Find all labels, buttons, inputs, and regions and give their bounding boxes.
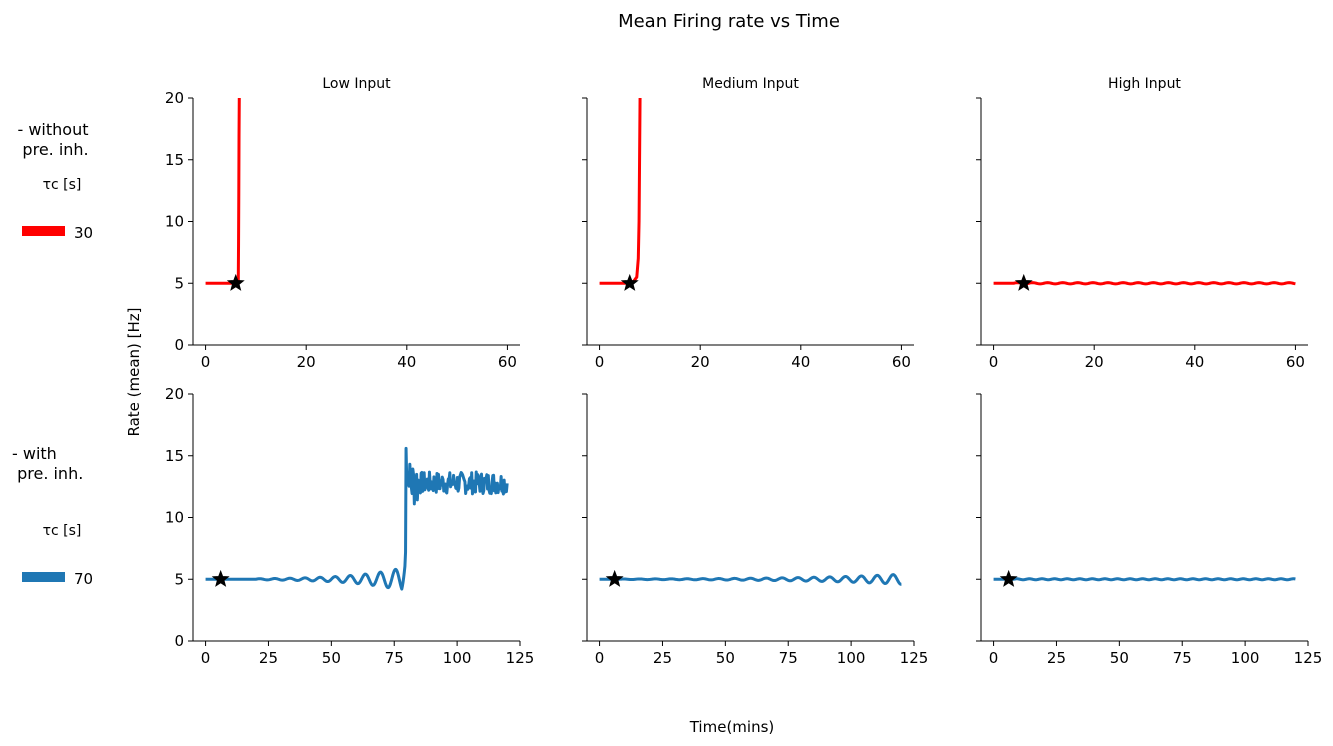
x-tick-label: 0 [989,649,999,667]
subplots: Low Input 0 5 10 15 20 0 20 40 60 Medium Input 0 20 4… [165,76,1322,667]
legend-label-line: - with [12,444,57,463]
x-tick-label: 60 [498,353,517,371]
start-marker-star [1014,273,1033,291]
series-line [992,577,1297,582]
x-tick-label: 40 [397,353,416,371]
y-tick-label: 10 [165,213,184,231]
subplot-title: High Input [1108,76,1181,92]
subplot-0-1: Medium Input 0 20 40 60 [582,76,914,371]
x-tick-label: 100 [837,649,866,667]
subplot-title: Medium Input [702,76,799,92]
y-tick-label: 15 [165,447,184,465]
x-tick-label: 125 [900,649,929,667]
x-tick-label: 125 [1294,649,1323,667]
x-tick-label: 75 [779,649,798,667]
x-tick-label: 0 [201,649,211,667]
legend-with-tau-label: τc [s] [43,523,82,539]
subplot-1-1: 0 25 50 75 100 125 [582,393,929,667]
x-tick-label: 50 [716,649,735,667]
y-axis-label: Rate (mean) [Hz] [125,307,143,436]
legend-label-line: - without [17,120,88,139]
x-tick-label: 25 [259,649,278,667]
subplot-1-0: 0 5 10 15 20 0 25 50 75 100 125 [165,385,534,667]
series-line [599,97,642,285]
legend-with-label: - with pre. inh. [12,444,83,483]
x-tick-label: 40 [791,353,810,371]
series-line [598,573,903,586]
legend-without-tau-value: 30 [74,224,93,242]
figure-title: Mean Firing rate vs Time [618,11,840,32]
x-tick-label: 125 [506,649,535,667]
x-tick-label: 50 [322,649,341,667]
x-tick-label: 75 [385,649,404,667]
legend-with-swatch [22,572,65,582]
subplot-1-2: 0 25 50 75 100 125 [976,393,1323,667]
legend-with-tau-value: 70 [74,570,93,588]
y-tick-label: 0 [174,336,184,354]
subplot-title: Low Input [322,76,391,92]
x-tick-label: 60 [892,353,911,371]
subplot-0-0: Low Input 0 5 10 15 20 0 20 40 60 [165,76,520,371]
subplot-0-2: High Input 0 20 40 60 [976,76,1308,371]
start-marker-star [605,569,624,587]
legend-with: - with pre. inh. τc [s] 70 [12,444,93,588]
y-tick-label: 15 [165,151,184,169]
y-tick-label: 10 [165,509,184,527]
x-tick-label: 20 [297,353,316,371]
series-line [993,281,1296,286]
x-tick-label: 0 [201,353,211,371]
y-tick-label: 5 [174,274,184,292]
start-marker-star [620,273,639,291]
x-tick-label: 40 [1185,353,1204,371]
y-tick-label: 20 [165,89,184,107]
x-tick-label: 20 [1085,353,1104,371]
x-tick-label: 0 [989,353,999,371]
x-tick-label: 100 [443,649,472,667]
start-marker-star [211,569,230,587]
x-tick-label: 20 [691,353,710,371]
x-tick-label: 100 [1231,649,1260,667]
legend-label-line: pre. inh. [17,140,88,159]
y-tick-label: 5 [174,570,184,588]
legend-without-swatch [22,226,65,236]
y-tick-label: 20 [165,385,184,403]
x-tick-label: 75 [1173,649,1192,667]
y-tick-label: 0 [174,632,184,650]
series-line [205,97,241,285]
legend-without-tau-label: τc [s] [43,177,82,193]
x-tick-label: 25 [1047,649,1066,667]
series-line [204,446,509,591]
x-tick-label: 0 [595,649,605,667]
start-marker-star [226,273,245,291]
start-marker-star [999,569,1018,587]
x-tick-label: 0 [595,353,605,371]
legend-without: - without pre. inh. τc [s] 30 [17,120,93,242]
x-tick-label: 25 [653,649,672,667]
x-axis-label: Time(mins) [689,718,775,736]
legend-without-label: - without pre. inh. [17,120,88,159]
x-tick-label: 50 [1110,649,1129,667]
legend-label-line: pre. inh. [12,464,83,483]
x-tick-label: 60 [1286,353,1305,371]
